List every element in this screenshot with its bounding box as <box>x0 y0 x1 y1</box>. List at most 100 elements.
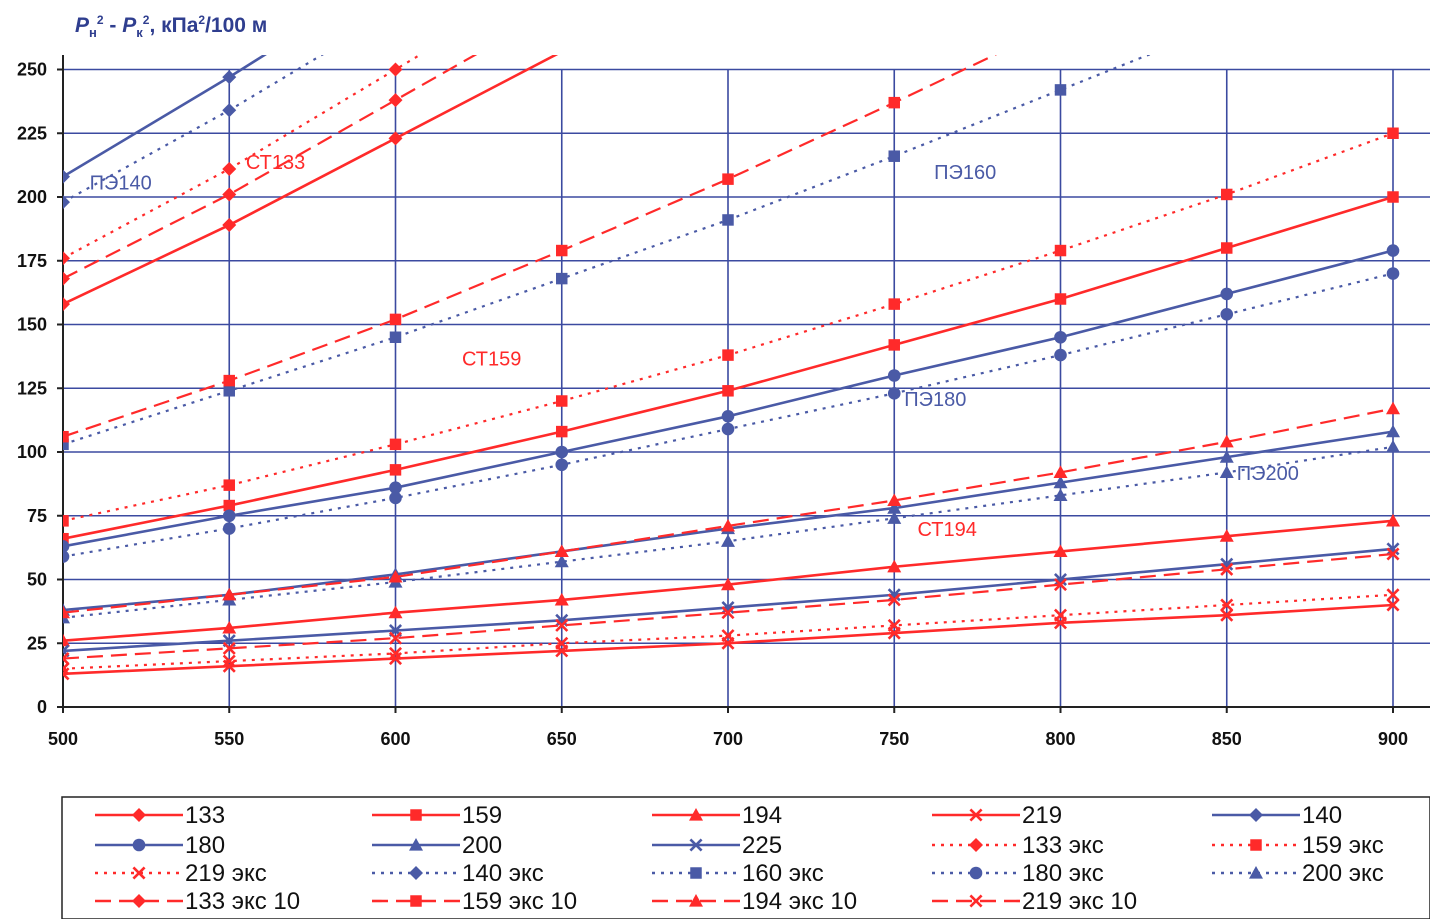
data-point <box>389 491 402 505</box>
y-tick-label: 250 <box>17 60 47 80</box>
x-marker-stroke <box>555 618 569 632</box>
tick-labels: 0 25 50 75 100 125 150 175 200 225 250 500 550 600 650… <box>17 60 1408 750</box>
data-point <box>887 588 901 602</box>
series-194 <box>63 513 1400 647</box>
data-point <box>555 636 569 650</box>
data-point <box>132 866 146 880</box>
data-point <box>222 654 236 668</box>
data-point <box>1054 84 1067 96</box>
x-marker-stroke <box>1220 557 1234 571</box>
legend: 133 159 194 219 140 180 200 225 133 экс 159 экс 21… <box>95 802 1384 915</box>
data-point <box>969 894 983 908</box>
series-160-экс <box>63 55 1151 451</box>
data-point <box>721 629 735 643</box>
x-marker-stroke <box>1386 542 1400 556</box>
data-point <box>689 838 703 852</box>
series-159 <box>63 191 1399 545</box>
data-point <box>1386 588 1400 602</box>
data-point <box>1221 242 1233 254</box>
data-point <box>222 587 237 601</box>
data-point <box>1386 547 1400 561</box>
series-line <box>63 55 422 260</box>
data-point <box>888 150 900 162</box>
data-point <box>389 313 402 326</box>
x-marker-stroke <box>63 672 70 681</box>
series-194-экс-10 <box>63 401 1400 619</box>
data-point <box>222 187 237 202</box>
data-point <box>722 385 734 397</box>
series-line <box>63 55 324 204</box>
data-point <box>222 70 237 85</box>
annotation-label: ПЭ180 <box>904 389 966 411</box>
data-point <box>1054 293 1067 305</box>
data-point <box>555 618 569 632</box>
legend-entry: 194 экс 10 <box>652 888 857 915</box>
y-tick-label: 200 <box>17 187 47 207</box>
data-point <box>409 838 423 851</box>
data-point <box>63 667 70 681</box>
y-tick-label: 25 <box>27 633 47 653</box>
data-point <box>223 374 235 387</box>
data-point <box>1220 557 1234 571</box>
data-point <box>721 601 735 615</box>
data-point <box>887 369 901 382</box>
data-point <box>888 96 900 109</box>
data-point <box>689 808 703 821</box>
data-point <box>63 297 70 312</box>
data-point <box>63 251 70 266</box>
series-140 <box>63 55 267 184</box>
legend-label: 200 экс <box>1302 860 1384 887</box>
data-point <box>1386 439 1400 453</box>
x-marker-stroke <box>222 641 236 655</box>
data-point <box>410 809 422 821</box>
data-point <box>1386 598 1400 612</box>
x-marker-stroke <box>63 666 70 676</box>
legend-label: 180 экс <box>1022 860 1104 887</box>
plot-area <box>63 55 1400 681</box>
x-marker-stroke <box>887 593 901 607</box>
data-point <box>1386 542 1400 556</box>
data-point <box>721 534 735 547</box>
x-marker-stroke <box>1053 578 1068 592</box>
legend-entry: 140 экс <box>372 860 544 887</box>
legend-label: 219 <box>1022 802 1062 829</box>
legend-label: 133 экс <box>1022 832 1104 859</box>
data-point <box>1053 465 1068 478</box>
data-point <box>556 425 568 438</box>
data-point <box>555 445 569 459</box>
x-marker-stroke <box>63 667 70 676</box>
data-point <box>1386 513 1400 527</box>
x-marker-stroke <box>721 601 735 615</box>
data-point <box>63 652 70 666</box>
data-point <box>63 271 70 286</box>
data-point <box>1386 401 1400 415</box>
legend-label: 159 <box>462 802 502 829</box>
x-marker-stroke <box>555 636 569 650</box>
x-marker-stroke <box>555 613 569 627</box>
data-point <box>63 430 69 443</box>
y-tick-label: 125 <box>17 378 47 398</box>
data-point <box>1386 267 1400 280</box>
x-marker-stroke <box>222 654 236 668</box>
x-marker-stroke <box>1053 572 1068 587</box>
annotation-label: ПЭ160 <box>934 162 996 184</box>
data-point <box>969 808 983 822</box>
data-point <box>222 522 236 535</box>
data-point <box>410 895 422 907</box>
data-point <box>887 493 902 507</box>
data-point <box>1054 244 1067 257</box>
data-point <box>1250 839 1262 851</box>
y-tick-label: 100 <box>17 442 47 462</box>
data-point <box>63 532 69 545</box>
annotation-label: ПЭ140 <box>90 172 152 194</box>
x-marker-stroke <box>1220 598 1234 612</box>
data-point <box>556 395 568 407</box>
data-point <box>721 518 735 532</box>
series-133-экс <box>63 55 422 266</box>
data-point <box>1386 424 1400 438</box>
data-point <box>969 866 983 880</box>
legend-entry: 194 <box>652 802 782 829</box>
data-point <box>63 540 70 553</box>
data-point <box>1220 608 1234 622</box>
